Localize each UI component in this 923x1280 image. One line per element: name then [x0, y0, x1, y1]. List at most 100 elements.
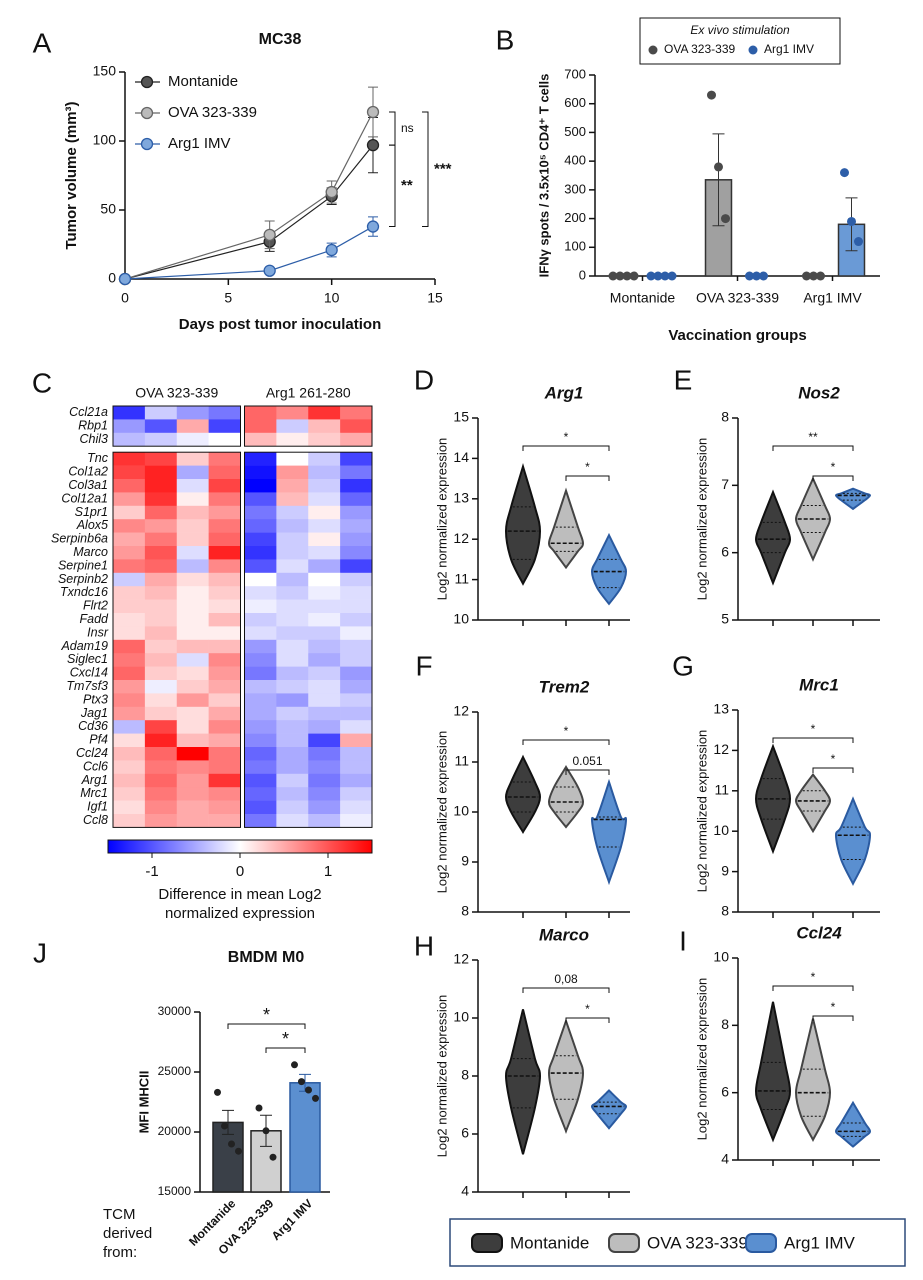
data-point [221, 1122, 228, 1130]
heat-cell [176, 773, 209, 788]
data-point [228, 1140, 235, 1148]
heat-cell [276, 613, 309, 627]
legend-marker [140, 137, 154, 151]
data-point [366, 138, 380, 152]
row-label: Fadd [80, 612, 110, 626]
heat-cell [208, 432, 241, 447]
heat-cell [276, 653, 309, 667]
heat-cell [340, 800, 373, 815]
colorbar-tick-label: 1 [324, 863, 332, 880]
violin [590, 778, 628, 886]
significance-bracket [522, 739, 610, 745]
significance-bracket [227, 1023, 306, 1029]
y-tick-label: 12 [453, 530, 469, 546]
significance-label: 0,08 [554, 972, 578, 986]
y-tick-label: 500 [564, 124, 586, 139]
heat-cell [308, 787, 341, 801]
heat-cell [340, 586, 373, 600]
heat-cell [340, 747, 373, 761]
heat-cell [176, 693, 209, 708]
heat-cell [276, 479, 309, 493]
heat-cell [176, 653, 209, 667]
legend-swatch [608, 1233, 640, 1253]
heat-cell [244, 626, 277, 641]
legend-title: Ex vivo stimulation [690, 23, 790, 37]
heat-cell [340, 532, 373, 547]
heat-cell [276, 800, 309, 815]
heat-cell [176, 532, 209, 547]
y-tick-label: 10 [453, 1009, 469, 1025]
y-tick-label: 9 [461, 853, 469, 869]
significance-label: * [564, 724, 569, 738]
y-tick-label: 300 [564, 181, 586, 196]
heat-cell [144, 432, 178, 447]
data-point [840, 168, 849, 178]
y-tick-label: 13 [453, 490, 469, 506]
heat-cell [144, 693, 178, 708]
significance-label: * [564, 430, 569, 444]
heat-cell [144, 479, 178, 493]
heat-cell [276, 572, 309, 587]
y-axis-label: Log2 normalized expression [434, 438, 449, 601]
y-tick-label: 12 [713, 741, 729, 757]
heat-cell [340, 666, 373, 681]
heat-cell [208, 653, 241, 667]
heat-cell [208, 586, 241, 600]
panel-letter: E [674, 364, 693, 395]
colorbar-label: Difference in mean Log2 [158, 886, 321, 903]
heat-cell [144, 666, 178, 681]
heat-cell [340, 492, 373, 507]
heat-cell [144, 760, 178, 775]
data-point [325, 243, 338, 257]
heat-cell [340, 680, 373, 694]
data-point [325, 185, 338, 199]
row-label: Tm7sf3 [66, 679, 108, 693]
heat-cell [113, 419, 146, 434]
heat-cell [244, 760, 277, 775]
heat-cell [113, 492, 146, 507]
heat-cell [144, 800, 178, 815]
data-point [653, 271, 663, 281]
heat-cell [308, 546, 341, 560]
heat-cell [208, 406, 241, 420]
row-label: Pf4 [89, 733, 108, 747]
heat-cell [276, 760, 309, 775]
data-point [752, 271, 761, 281]
x-tick-label: OVA 323-339 [696, 290, 779, 306]
error-bar [712, 133, 725, 227]
significance-label: * [831, 460, 836, 474]
legend-label: OVA 323-339 [664, 42, 735, 56]
heat-cell [244, 532, 277, 547]
heat-cell [340, 814, 373, 828]
y-axis-label: Log2 normalized expression [434, 731, 449, 894]
row-label: Cd36 [78, 719, 108, 733]
heat-cell [113, 814, 146, 828]
heat-cell [144, 532, 178, 547]
heat-cell [244, 559, 277, 574]
violin [794, 1018, 832, 1143]
heat-cell [308, 465, 341, 480]
series-line [124, 144, 374, 280]
heat-cell [144, 787, 178, 801]
legend-label: OVA 323-339 [168, 104, 257, 121]
heat-cell [308, 572, 341, 587]
heat-cell [208, 519, 241, 533]
y-tick-label: 15000 [158, 1184, 192, 1198]
heat-cell [208, 800, 241, 815]
heat-cell [276, 666, 309, 681]
data-point [660, 271, 670, 281]
heat-cell [308, 720, 341, 734]
row-label: Adam19 [60, 639, 108, 653]
significance-label: ns [401, 121, 414, 135]
heat-cell [340, 432, 373, 447]
legend-marker [140, 75, 154, 89]
significance-bracket [812, 767, 854, 773]
y-tick-label: 11 [454, 570, 469, 586]
heat-cell [308, 492, 341, 507]
heat-cell [144, 599, 178, 614]
heat-cell [340, 465, 373, 480]
chart-title: Nos2 [798, 383, 840, 402]
data-point [366, 220, 380, 233]
y-tick-label: 10 [713, 822, 729, 838]
heat-cell [244, 452, 277, 466]
